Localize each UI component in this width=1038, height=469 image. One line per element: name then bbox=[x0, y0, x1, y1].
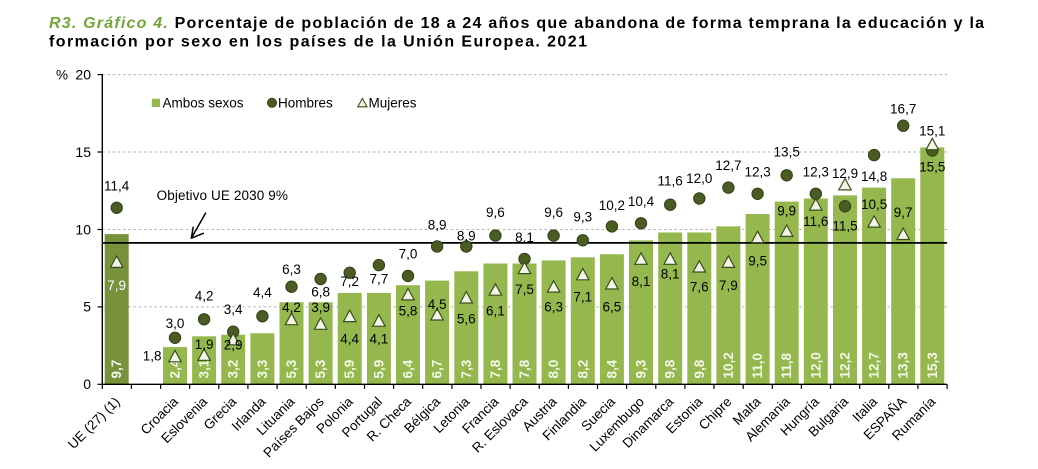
svg-text:12,3: 12,3 bbox=[744, 165, 770, 180]
svg-text:4,1: 4,1 bbox=[370, 332, 389, 347]
svg-text:9,6: 9,6 bbox=[486, 205, 505, 220]
svg-text:12,7: 12,7 bbox=[715, 158, 741, 173]
svg-text:11,8: 11,8 bbox=[779, 352, 794, 378]
svg-text:7,2: 7,2 bbox=[340, 274, 359, 289]
svg-text:8,9: 8,9 bbox=[428, 218, 447, 233]
svg-text:3,4: 3,4 bbox=[224, 302, 243, 317]
svg-text:Objetivo UE 2030 9%: Objetivo UE 2030 9% bbox=[157, 188, 288, 203]
svg-text:8,4: 8,4 bbox=[604, 359, 619, 378]
svg-text:2,4: 2,4 bbox=[168, 359, 183, 378]
svg-text:14,8: 14,8 bbox=[861, 169, 887, 184]
svg-text:7,8: 7,8 bbox=[517, 359, 532, 378]
svg-text:7,7: 7,7 bbox=[370, 272, 389, 287]
svg-text:7,8: 7,8 bbox=[488, 359, 503, 378]
svg-text:6,7: 6,7 bbox=[430, 360, 445, 379]
svg-text:7,5: 7,5 bbox=[515, 282, 534, 297]
svg-text:9,8: 9,8 bbox=[663, 359, 678, 378]
svg-text:7,9: 7,9 bbox=[107, 278, 126, 293]
svg-text:12,0: 12,0 bbox=[808, 352, 823, 378]
svg-text:9,7: 9,7 bbox=[894, 205, 913, 220]
svg-text:8,0: 8,0 bbox=[546, 360, 561, 379]
svg-text:4,2: 4,2 bbox=[282, 300, 301, 315]
svg-text:9,7: 9,7 bbox=[109, 360, 124, 379]
svg-text:12,9: 12,9 bbox=[832, 166, 858, 181]
svg-text:11,0: 11,0 bbox=[750, 353, 765, 379]
svg-text:4,5: 4,5 bbox=[428, 297, 447, 312]
svg-text:3,9: 3,9 bbox=[311, 300, 330, 315]
svg-text:formación por sexo en los país: formación por sexo en los países de la U… bbox=[49, 33, 588, 50]
svg-text:6,3: 6,3 bbox=[282, 262, 301, 277]
svg-text:7,1: 7,1 bbox=[573, 289, 592, 304]
svg-text:9,9: 9,9 bbox=[777, 204, 796, 219]
svg-text:10: 10 bbox=[75, 221, 91, 237]
svg-text:6,1: 6,1 bbox=[486, 304, 505, 319]
svg-text:11,4: 11,4 bbox=[104, 179, 130, 194]
svg-text:Hombres: Hombres bbox=[278, 96, 333, 111]
svg-text:7,9: 7,9 bbox=[719, 278, 738, 293]
svg-text:6,3: 6,3 bbox=[544, 299, 563, 314]
svg-text:0: 0 bbox=[83, 376, 91, 392]
svg-text:9,3: 9,3 bbox=[573, 210, 592, 225]
svg-text:7,0: 7,0 bbox=[399, 247, 418, 262]
svg-text:7,6: 7,6 bbox=[690, 280, 709, 295]
svg-text:12,0: 12,0 bbox=[686, 171, 712, 186]
svg-text:5,3: 5,3 bbox=[313, 359, 328, 378]
svg-text:3,2: 3,2 bbox=[226, 360, 241, 379]
svg-text:4,4: 4,4 bbox=[253, 285, 272, 300]
svg-text:6,5: 6,5 bbox=[603, 299, 622, 314]
svg-text:15,3: 15,3 bbox=[925, 352, 940, 379]
svg-text:9,8: 9,8 bbox=[692, 359, 707, 378]
svg-text:5: 5 bbox=[83, 299, 91, 315]
svg-text:3,1: 3,1 bbox=[197, 359, 212, 378]
svg-text:8,9: 8,9 bbox=[457, 229, 476, 244]
svg-text:11,6: 11,6 bbox=[803, 214, 828, 229]
svg-text:13,3: 13,3 bbox=[896, 352, 911, 379]
svg-text:5,9: 5,9 bbox=[371, 360, 386, 379]
svg-text:12,2: 12,2 bbox=[838, 352, 853, 378]
svg-text:6,8: 6,8 bbox=[311, 285, 330, 300]
svg-text:15: 15 bbox=[75, 144, 91, 160]
svg-text:7,3: 7,3 bbox=[459, 359, 474, 378]
svg-text:8,1: 8,1 bbox=[661, 267, 680, 282]
svg-text:4,4: 4,4 bbox=[340, 332, 359, 347]
svg-text:8,1: 8,1 bbox=[632, 274, 651, 289]
svg-text:15,5: 15,5 bbox=[919, 160, 945, 175]
svg-text:15,1: 15,1 bbox=[919, 124, 945, 139]
svg-text:12,7: 12,7 bbox=[867, 352, 882, 378]
svg-text:6,4: 6,4 bbox=[401, 359, 416, 378]
svg-text:Ambos sexos: Ambos sexos bbox=[163, 96, 244, 111]
svg-text:8,1: 8,1 bbox=[515, 230, 534, 245]
svg-text:4,2: 4,2 bbox=[195, 289, 214, 304]
svg-text:11,6: 11,6 bbox=[658, 174, 683, 189]
svg-text:2,9: 2,9 bbox=[224, 337, 243, 352]
svg-text:1,8: 1,8 bbox=[143, 348, 162, 363]
svg-text:1,9: 1,9 bbox=[195, 337, 214, 352]
svg-text:10,4: 10,4 bbox=[628, 194, 655, 209]
svg-text:5,8: 5,8 bbox=[399, 304, 418, 319]
svg-text:R3. Gráfico 4. Porcentaje de p: R3. Gráfico 4. Porcentaje de población d… bbox=[49, 15, 985, 32]
svg-text:10,5: 10,5 bbox=[861, 197, 887, 212]
svg-text:16,7: 16,7 bbox=[890, 101, 916, 116]
svg-text:9,5: 9,5 bbox=[748, 254, 767, 269]
svg-text:5,6: 5,6 bbox=[457, 312, 476, 327]
svg-text:9,3: 9,3 bbox=[634, 359, 649, 378]
svg-text:8,2: 8,2 bbox=[575, 360, 590, 379]
svg-text:12,3: 12,3 bbox=[803, 165, 829, 180]
svg-text:9,6: 9,6 bbox=[544, 205, 563, 220]
svg-text:Mujeres: Mujeres bbox=[369, 96, 417, 111]
svg-text:11,5: 11,5 bbox=[832, 218, 857, 233]
svg-text:13,5: 13,5 bbox=[774, 144, 800, 159]
svg-text:5,3: 5,3 bbox=[284, 359, 299, 378]
svg-text:10,2: 10,2 bbox=[599, 198, 625, 213]
svg-text:10,2: 10,2 bbox=[721, 352, 736, 378]
svg-text:5,9: 5,9 bbox=[342, 360, 357, 379]
svg-text:3,3: 3,3 bbox=[255, 359, 270, 378]
svg-text:20: 20 bbox=[75, 66, 91, 82]
svg-text:%: % bbox=[56, 67, 68, 82]
svg-text:3,0: 3,0 bbox=[166, 316, 185, 331]
